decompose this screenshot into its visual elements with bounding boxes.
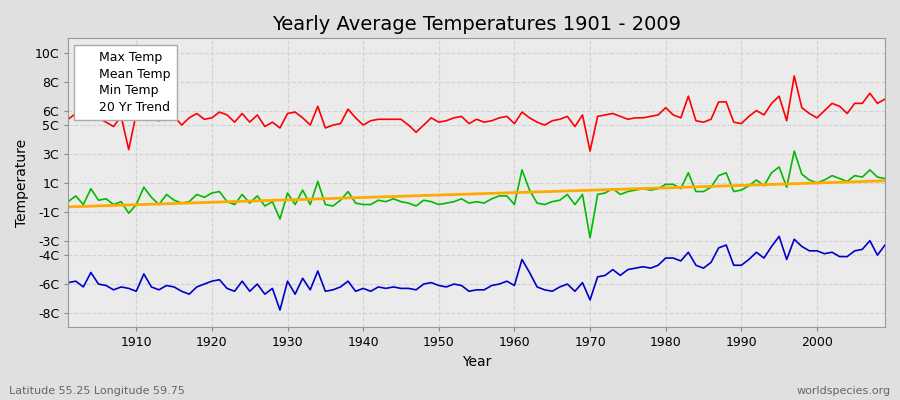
Legend: Max Temp, Mean Temp, Min Temp, 20 Yr Trend: Max Temp, Mean Temp, Min Temp, 20 Yr Tre…	[75, 44, 177, 120]
Text: Latitude 55.25 Longitude 59.75: Latitude 55.25 Longitude 59.75	[9, 386, 184, 396]
20 Yr Trend	[509, 190, 520, 195]
Mean Temp	[335, 198, 346, 203]
X-axis label: Year: Year	[462, 355, 491, 369]
Mean Temp	[63, 199, 74, 204]
Min Temp	[343, 279, 354, 284]
Mean Temp	[123, 211, 134, 216]
20 Yr Trend	[63, 204, 74, 209]
Mean Temp	[509, 202, 520, 207]
Y-axis label: Temperature: Temperature	[15, 139, 29, 227]
20 Yr Trend	[123, 202, 134, 207]
Mean Temp	[608, 186, 618, 191]
Line: Min Temp: Min Temp	[68, 236, 885, 310]
Max Temp	[290, 110, 301, 114]
Min Temp	[879, 243, 890, 248]
Mean Temp	[501, 194, 512, 198]
Min Temp	[297, 276, 308, 281]
Text: worldspecies.org: worldspecies.org	[796, 386, 891, 396]
Title: Yearly Average Temperatures 1901 - 2009: Yearly Average Temperatures 1901 - 2009	[272, 15, 681, 34]
20 Yr Trend	[599, 187, 610, 192]
Max Temp	[585, 149, 596, 154]
Min Temp	[63, 280, 74, 285]
Mean Temp	[290, 202, 301, 207]
Line: Mean Temp: Mean Temp	[68, 151, 885, 238]
20 Yr Trend	[290, 197, 301, 202]
Max Temp	[509, 121, 520, 126]
Min Temp	[274, 308, 285, 312]
Min Temp	[509, 283, 520, 288]
Min Temp	[517, 257, 527, 262]
Max Temp	[335, 121, 346, 126]
20 Yr Trend	[335, 196, 346, 200]
Max Temp	[123, 147, 134, 152]
Min Temp	[123, 286, 134, 291]
Mean Temp	[585, 236, 596, 240]
Max Temp	[63, 117, 74, 122]
Mean Temp	[879, 176, 890, 181]
Max Temp	[879, 97, 890, 102]
Line: Max Temp: Max Temp	[68, 76, 885, 151]
20 Yr Trend	[879, 178, 890, 183]
Max Temp	[788, 74, 799, 78]
Min Temp	[608, 267, 618, 272]
Max Temp	[608, 111, 618, 116]
Mean Temp	[788, 149, 799, 154]
20 Yr Trend	[501, 190, 512, 195]
Line: 20 Yr Trend: 20 Yr Trend	[68, 181, 885, 207]
Max Temp	[501, 114, 512, 119]
Min Temp	[774, 234, 785, 239]
